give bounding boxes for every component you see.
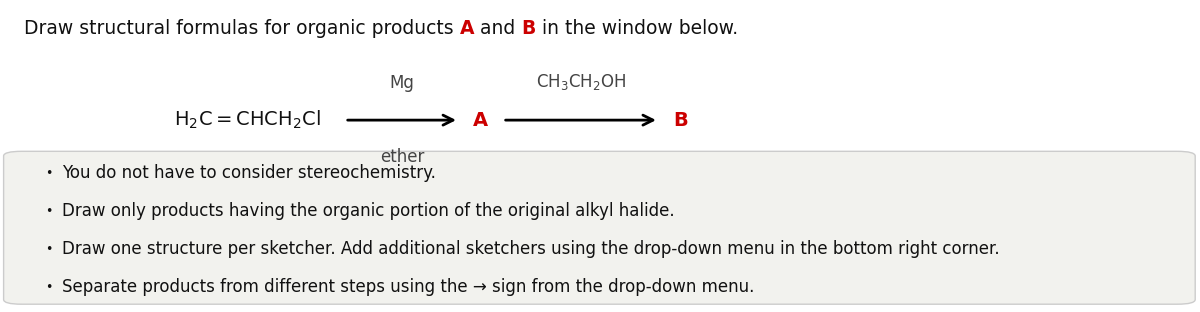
Text: $\mathregular{H_2C{=}CHCH_2Cl}$: $\mathregular{H_2C{=}CHCH_2Cl}$ (174, 109, 320, 131)
Text: •: • (46, 243, 53, 256)
Text: and: and (474, 19, 521, 37)
Text: You do not have to consider stereochemistry.: You do not have to consider stereochemis… (62, 164, 437, 182)
Text: B: B (521, 19, 535, 37)
Text: Draw structural formulas for organic products: Draw structural formulas for organic pro… (24, 19, 460, 37)
FancyBboxPatch shape (4, 151, 1195, 304)
Text: Separate products from different steps using the → sign from the drop-down menu.: Separate products from different steps u… (62, 278, 755, 296)
Text: Draw only products having the organic portion of the original alkyl halide.: Draw only products having the organic po… (62, 202, 676, 220)
Text: ether: ether (379, 148, 424, 166)
Text: Mg: Mg (390, 74, 414, 92)
Text: B: B (673, 111, 688, 129)
Text: •: • (46, 205, 53, 218)
Text: A: A (460, 19, 474, 37)
Text: A: A (473, 111, 488, 129)
Text: Draw one structure per sketcher. Add additional sketchers using the drop-down me: Draw one structure per sketcher. Add add… (62, 240, 1000, 258)
Text: •: • (46, 167, 53, 180)
Text: in the window below.: in the window below. (535, 19, 738, 37)
Text: •: • (46, 280, 53, 294)
Text: $\mathregular{CH_3CH_2OH}$: $\mathregular{CH_3CH_2OH}$ (535, 72, 626, 92)
